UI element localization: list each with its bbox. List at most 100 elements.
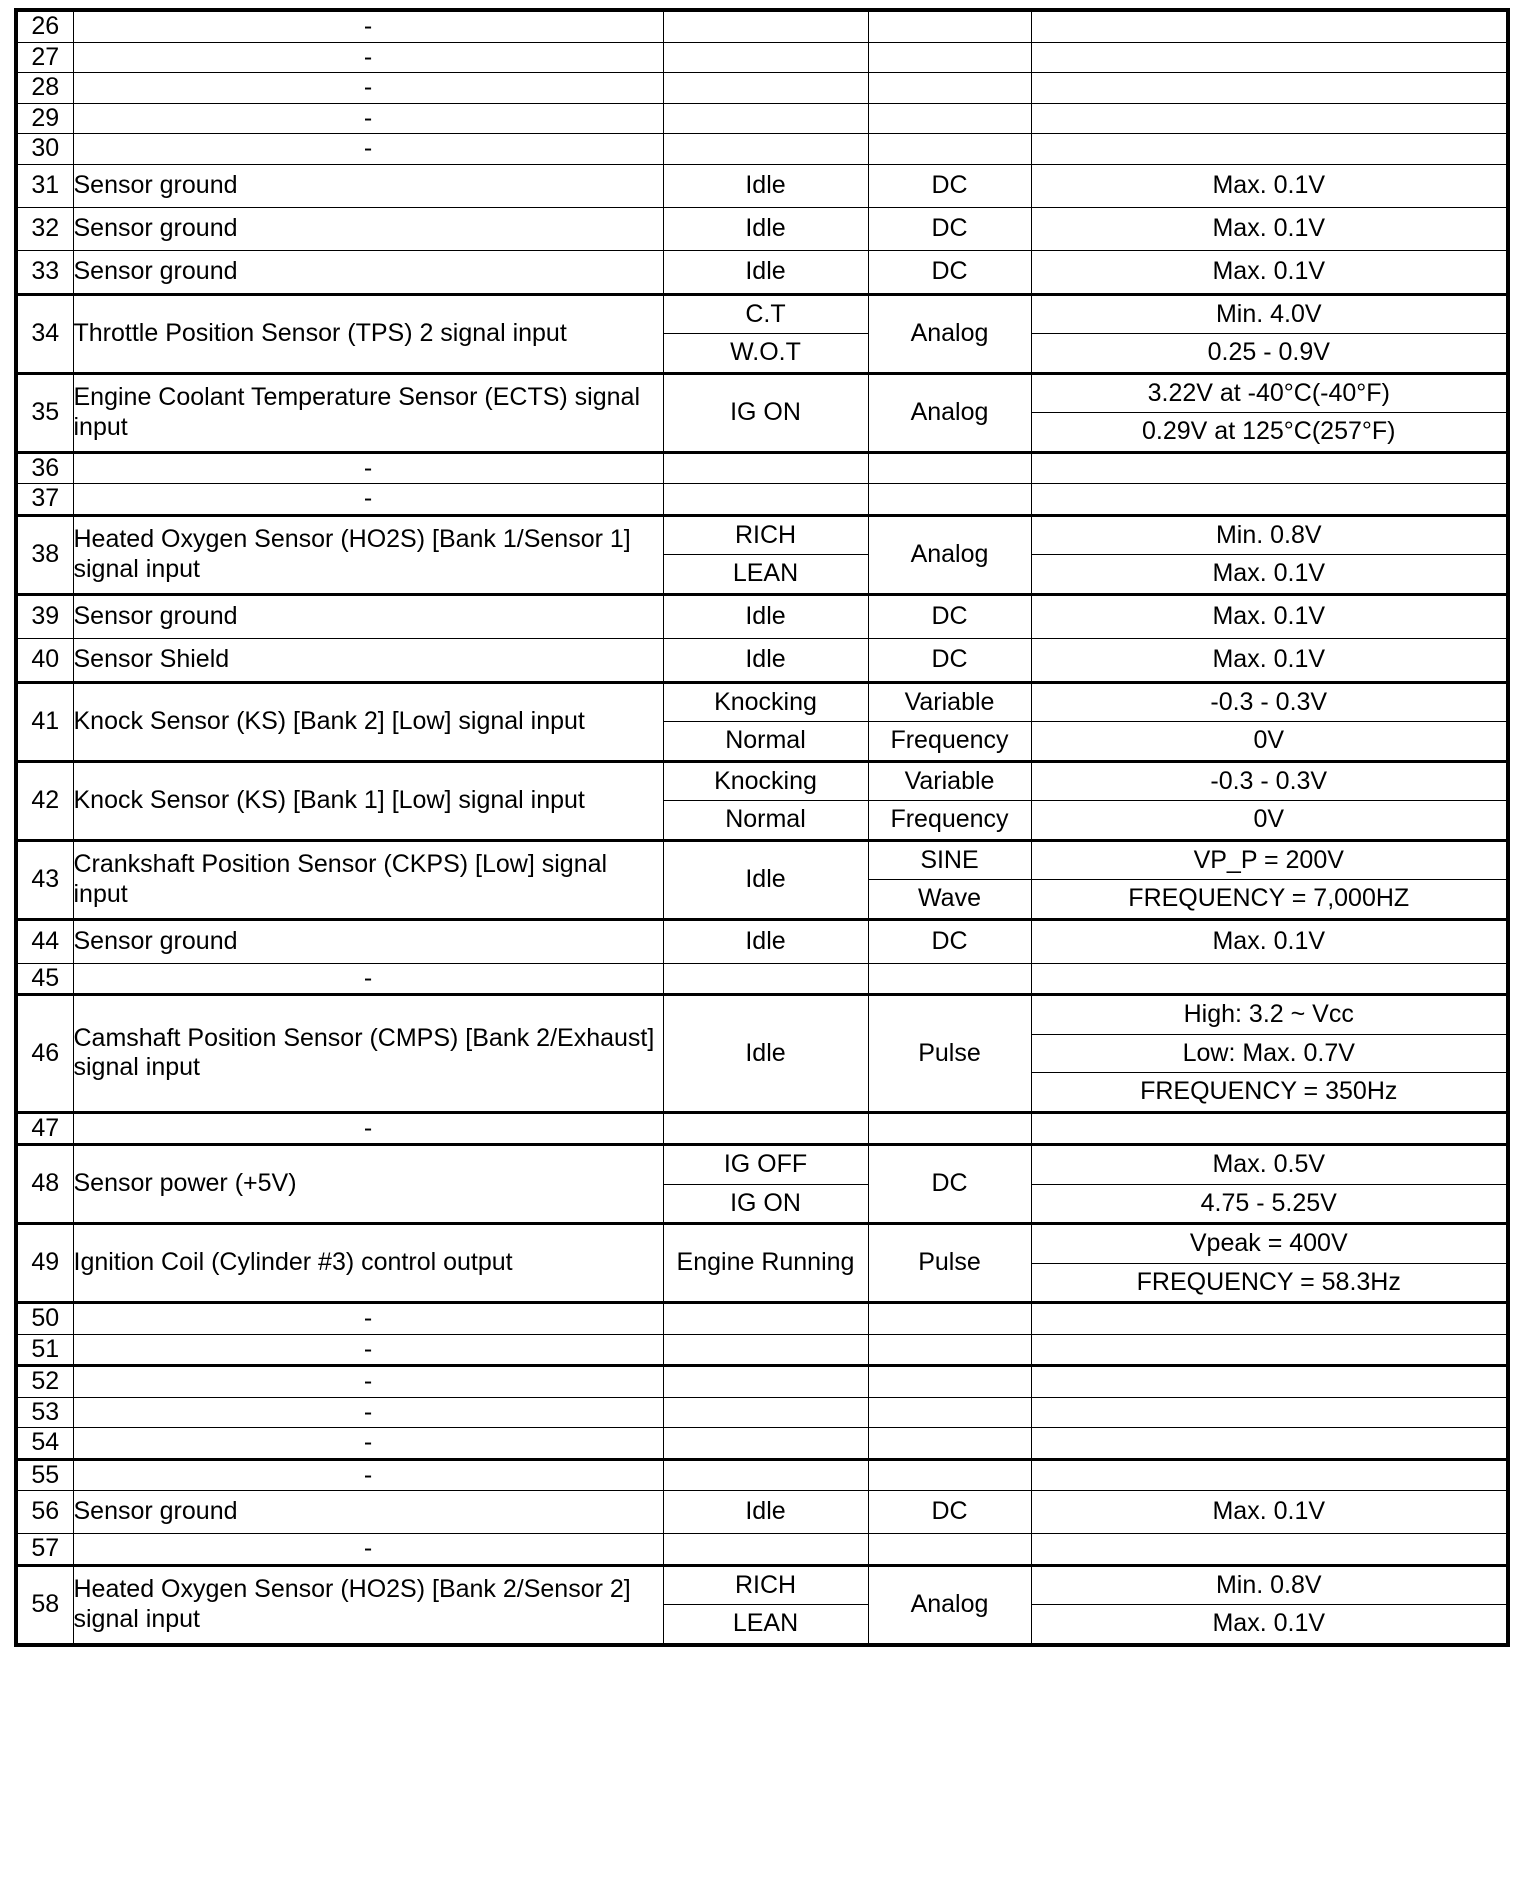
condition-sub: LEAN: [663, 1604, 868, 1643]
signal-type-stack: Variable Frequency: [868, 683, 1031, 760]
table-row: 36-: [15, 450, 1509, 484]
signal-type-cell: [867, 1333, 1032, 1366]
table-row: 50-: [15, 1301, 1509, 1335]
specification-sub: Max. 0.5V: [1031, 1146, 1506, 1184]
signal-type-cell: DC: [867, 206, 1032, 251]
table-row: 31 Sensor ground Idle DC Max. 0.1V: [15, 163, 1509, 208]
signal-type-cell: DC: [867, 1490, 1032, 1534]
table-row: 26-: [15, 9, 1509, 43]
pin-number-cell: 28: [15, 72, 74, 104]
pin-number-cell: 57: [15, 1533, 74, 1566]
signal-type-cell: SINE Wave: [867, 838, 1032, 920]
pin-description-cell: Sensor power (+5V): [72, 1143, 664, 1224]
table-row: 38 Heated Oxygen Sensor (HO2S) [Bank 1/Se…: [15, 513, 1509, 595]
condition-sub: Normal: [663, 800, 868, 839]
pin-description-cell: Ignition Coil (Cylinder #3) control outp…: [72, 1222, 664, 1303]
specification-cell: [1030, 102, 1509, 134]
condition-stack: RICH LEAN: [663, 516, 868, 593]
specification-cell: Min. 4.0V 0.25 - 0.9V: [1030, 292, 1509, 374]
table-row: 27-: [15, 41, 1509, 73]
specification-cell: -0.3 - 0.3V 0V: [1030, 680, 1509, 762]
signal-type-cell: [867, 1533, 1032, 1566]
pin-number-cell: 26: [15, 9, 74, 43]
signal-type-cell: [867, 1364, 1032, 1398]
pin-number-cell: 52: [15, 1364, 74, 1398]
table-row: 58 Heated Oxygen Sensor (HO2S) [Bank 2/Se…: [15, 1563, 1509, 1645]
specification-sub: High: 3.2 ~ Vcc: [1031, 996, 1506, 1034]
pin-description-cell: Heated Oxygen Sensor (HO2S) [Bank 1/Sens…: [72, 513, 664, 595]
table-row: 34 Throttle Position Sensor (TPS) 2 signa…: [15, 292, 1509, 374]
condition-cell: Engine Running: [662, 1222, 869, 1303]
condition-cell: [662, 1457, 869, 1491]
signal-type-cell: [867, 1110, 1032, 1145]
pin-description-cell: -: [72, 133, 664, 165]
condition-cell: [662, 1427, 869, 1460]
pin-number-cell: 42: [15, 759, 74, 841]
pin-description-cell: -: [72, 1110, 664, 1145]
table-row: 42 Knock Sensor (KS) [Bank 1] [Low] signa…: [15, 759, 1509, 841]
condition-cell: RICH LEAN: [662, 1563, 869, 1645]
table-row: 41 Knock Sensor (KS) [Bank 2] [Low] signa…: [15, 680, 1509, 762]
pin-number-cell: 53: [15, 1396, 74, 1428]
pin-number-cell: 40: [15, 637, 74, 683]
specification-cell: [1030, 133, 1509, 165]
signal-type-cell: [867, 72, 1032, 104]
specification-cell: Max. 0.1V: [1030, 1490, 1509, 1534]
pin-number-cell: 38: [15, 513, 74, 595]
table-row: 43 Crankshaft Position Sensor (CKPS) [Low…: [15, 838, 1509, 920]
signal-type-cell: [867, 1301, 1032, 1335]
specification-cell: [1030, 9, 1509, 43]
condition-cell: [662, 133, 869, 165]
signal-type-stack: SINE Wave: [868, 841, 1031, 918]
specification-sub: 3.22V at -40°C(-40°F): [1031, 374, 1506, 413]
condition-stack: C.T W.O.T: [663, 295, 868, 372]
condition-sub: RICH: [663, 516, 868, 555]
pin-number-cell: 44: [15, 917, 74, 964]
specification-sub: VP_P = 200V: [1031, 841, 1506, 880]
table-row: 56 Sensor ground Idle DC Max. 0.1V: [15, 1490, 1509, 1534]
condition-cell: [662, 483, 869, 516]
specification-stack: -0.3 - 0.3V 0V: [1031, 683, 1506, 760]
condition-cell: Idle: [662, 592, 869, 639]
condition-cell: Idle: [662, 993, 869, 1113]
specification-sub: Low: Max. 0.7V: [1031, 1033, 1506, 1073]
pin-number-cell: 58: [15, 1563, 74, 1645]
pin-number-cell: 46: [15, 993, 74, 1113]
specification-sub: FREQUENCY = 7,000HZ: [1031, 879, 1506, 918]
table-row: 53-: [15, 1396, 1509, 1428]
condition-cell: [662, 1364, 869, 1398]
pin-description-cell: -: [72, 962, 664, 995]
condition-cell: [662, 72, 869, 104]
pin-description-cell: -: [72, 1396, 664, 1428]
pin-number-cell: 32: [15, 206, 74, 251]
signal-type-sub: Frequency: [868, 800, 1031, 839]
pin-description-cell: Heated Oxygen Sensor (HO2S) [Bank 2/Sens…: [72, 1563, 664, 1645]
pin-number-cell: 29: [15, 102, 74, 134]
condition-cell: Idle: [662, 917, 869, 964]
specification-sub: Min. 0.8V: [1031, 1566, 1506, 1605]
table-row: 57-: [15, 1533, 1509, 1566]
specification-cell: Vpeak = 400V FREQUENCY = 58.3Hz: [1030, 1222, 1509, 1303]
signal-type-cell: DC: [867, 249, 1032, 295]
specification-stack: Min. 4.0V 0.25 - 0.9V: [1031, 295, 1506, 372]
specification-stack: High: 3.2 ~ Vcc Low: Max. 0.7V FREQUENCY =…: [1031, 996, 1506, 1111]
pin-number-cell: 36: [15, 450, 74, 484]
specification-cell: [1030, 483, 1509, 516]
pin-number-cell: 55: [15, 1457, 74, 1491]
pin-description-cell: -: [72, 1457, 664, 1491]
pin-number-cell: 47: [15, 1110, 74, 1145]
pin-number-cell: 56: [15, 1490, 74, 1534]
condition-sub: Normal: [663, 721, 868, 760]
condition-stack: IG OFF IG ON: [663, 1146, 868, 1222]
pin-number-cell: 51: [15, 1333, 74, 1366]
pin-number-cell: 45: [15, 962, 74, 995]
signal-type-cell: [867, 133, 1032, 165]
specification-cell: [1030, 41, 1509, 73]
pin-description-cell: Sensor ground: [72, 1490, 664, 1534]
specification-cell: Max. 0.1V: [1030, 249, 1509, 295]
signal-type-cell: Pulse: [867, 993, 1032, 1113]
table-row: 32 Sensor ground Idle DC Max. 0.1V: [15, 206, 1509, 251]
pin-description-cell: Throttle Position Sensor (TPS) 2 signal …: [72, 292, 664, 374]
specification-cell: [1030, 1427, 1509, 1460]
pin-description-cell: Knock Sensor (KS) [Bank 2] [Low] signal …: [72, 680, 664, 762]
